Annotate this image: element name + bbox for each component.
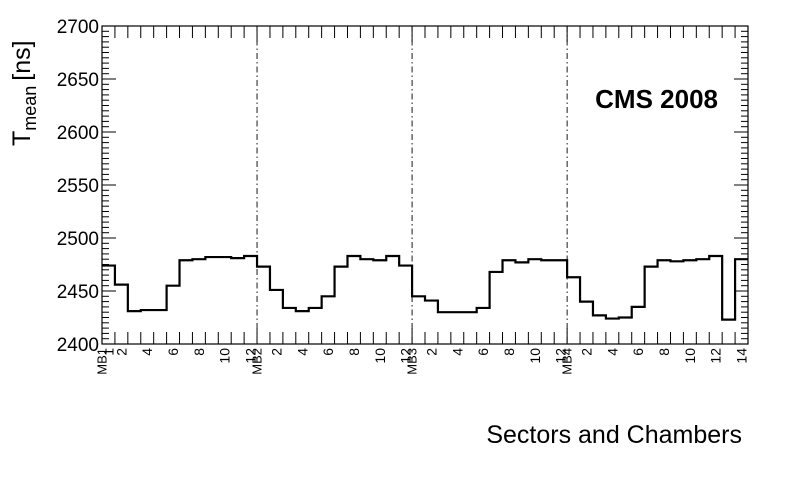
x-tick-label: 10: [372, 348, 388, 364]
annotation-cms-2008: CMS 2008: [595, 84, 718, 114]
x-tick-label: 14: [734, 348, 750, 364]
series-line: [102, 254, 748, 321]
x-tick-label: 8: [346, 348, 362, 356]
x-tick-label: 6: [630, 348, 646, 356]
station-label: MB4: [560, 348, 575, 375]
y-tick-label: 2500: [57, 229, 99, 250]
x-tick-label: 4: [449, 348, 465, 356]
x-tick-label: 1: [100, 348, 116, 356]
y-tick-label: 2600: [57, 123, 99, 144]
x-tick-label: 10: [217, 348, 233, 364]
station-label: MB1: [95, 348, 110, 375]
station-label: MB3: [405, 348, 420, 375]
y-axis-title-main: T: [8, 131, 36, 146]
x-axis-title: Sectors and Chambers: [486, 421, 742, 449]
x-tick-label: 10: [682, 348, 698, 364]
x-tick-label: 10: [527, 348, 543, 364]
x-tick-label: 6: [475, 348, 491, 356]
x-tick-label: 12: [708, 348, 724, 364]
y-tick-label: 2550: [57, 176, 99, 197]
x-tick-label: 6: [320, 348, 336, 356]
x-tick-label: 8: [656, 348, 672, 356]
x-tick-label: 12: [243, 348, 259, 364]
x-tick-label: 8: [501, 348, 517, 356]
x-tick-label: 4: [604, 348, 620, 356]
x-tick-label: 6: [165, 348, 181, 356]
station-label: MB2: [250, 348, 265, 375]
x-tick-label: 4: [139, 348, 155, 356]
x-tick-label: 4: [294, 348, 310, 356]
y-axis-title-unit: [ns]: [8, 40, 36, 80]
y-tick-label: 2700: [57, 17, 99, 38]
y-axis-title: Tmean [ns]: [8, 40, 40, 146]
y-tick-label: 2400: [57, 335, 99, 356]
y-axis-title-sub: mean: [20, 86, 40, 131]
x-tick-label: 12: [553, 348, 569, 364]
x-tick-label: 12: [398, 348, 414, 364]
x-tick-label: 2: [113, 348, 129, 356]
y-tick-label: 2450: [57, 282, 99, 303]
y-tick-label: 2650: [57, 70, 99, 91]
x-tick-label: 2: [268, 348, 284, 356]
x-tick-label: 2: [423, 348, 439, 356]
x-tick-label: 2: [579, 348, 595, 356]
x-tick-label: 8: [191, 348, 207, 356]
